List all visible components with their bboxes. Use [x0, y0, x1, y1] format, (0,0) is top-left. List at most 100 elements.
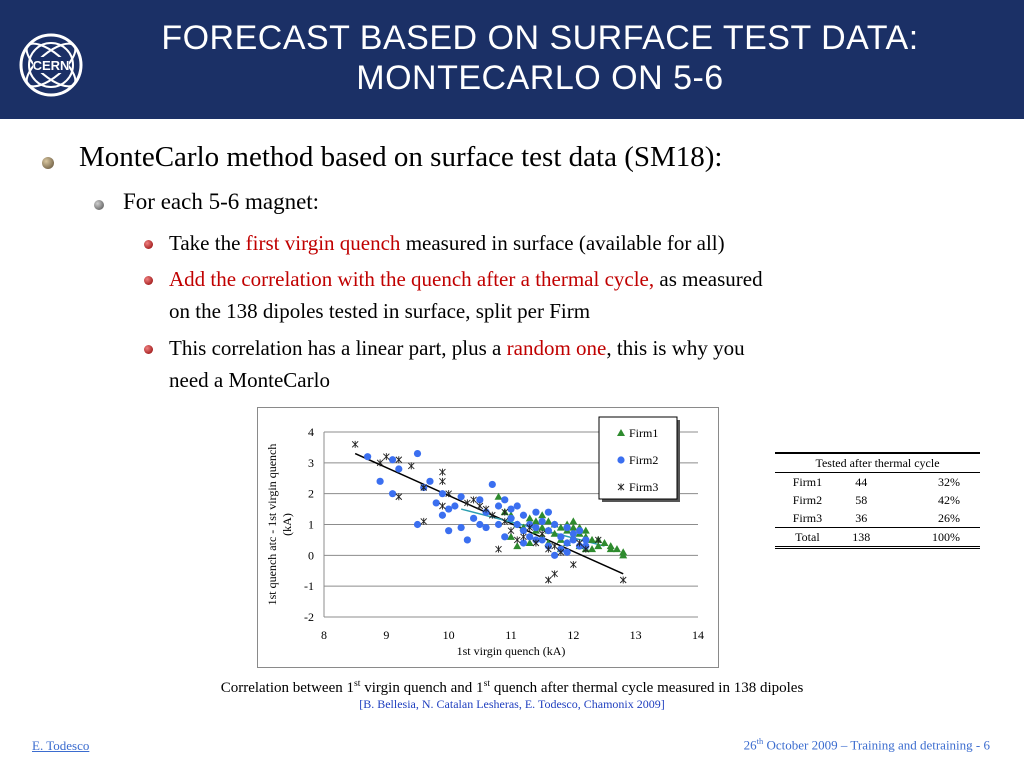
data-point-firm3 — [551, 570, 558, 578]
data-point-firm2 — [463, 536, 471, 544]
data-point-firm2 — [476, 496, 484, 504]
cern-logo-icon: CERN — [13, 27, 89, 103]
data-point-firm2 — [476, 520, 484, 529]
data-point-firm1 — [538, 523, 547, 531]
table-cell: 44 — [855, 474, 868, 489]
data-point-firm1 — [569, 517, 578, 525]
data-point-firm1 — [556, 523, 565, 531]
data-point-firm2 — [507, 514, 515, 522]
data-point-firm3 — [376, 459, 384, 467]
y-axis-label-2: (kA) — [280, 513, 294, 536]
y-tick-label: 1 — [308, 518, 314, 532]
data-point-firm1 — [600, 539, 609, 546]
data-point-firm2 — [513, 520, 521, 529]
data-point-firm2 — [551, 551, 559, 559]
chart-caption: Correlation between 1st virgin quench an… — [0, 678, 1024, 697]
data-point-firm2 — [364, 453, 372, 461]
data-point-firm3 — [476, 502, 484, 510]
data-point-firm1 — [544, 517, 553, 525]
data-point-firm3 — [439, 468, 446, 476]
data-point-firm2 — [538, 517, 546, 526]
data-point-firm3 — [513, 536, 521, 544]
data-point-firm2 — [519, 539, 528, 547]
page-title: Forecast based on surface test data: Mon… — [110, 18, 970, 98]
data-point-firm2 — [457, 523, 465, 532]
data-point-firm2 — [426, 477, 434, 485]
data-point-firm3 — [594, 536, 602, 544]
footer-sup: th — [756, 736, 764, 746]
data-point-firm1 — [550, 529, 559, 537]
table-cell: Firm3 — [792, 510, 823, 525]
data-point-firm3 — [545, 576, 552, 584]
caption-part: virgin quench and 1 — [360, 680, 484, 696]
author-link[interactable]: E. Todesco — [32, 738, 90, 753]
data-point-firm1 — [538, 511, 547, 519]
data-point-firm3 — [557, 548, 565, 556]
data-point-firm3 — [501, 508, 509, 516]
data-point-firm2 — [582, 536, 590, 544]
data-point-firm1 — [507, 532, 515, 540]
data-point-firm3 — [439, 477, 446, 485]
x-tick-label: 14 — [692, 628, 704, 642]
data-point-firm2 — [413, 520, 422, 529]
table-cell: Total — [795, 529, 820, 544]
x-tick-label: 8 — [321, 628, 327, 642]
bullet-dot-2 — [94, 200, 104, 210]
data-point-firm2 — [488, 480, 496, 489]
table-cell: 42% — [938, 492, 960, 507]
legend-box — [598, 416, 678, 500]
title-line-1: Forecast based on surface test data: — [161, 19, 919, 57]
data-point-firm3 — [464, 499, 471, 507]
data-point-firm3 — [439, 502, 446, 510]
summary-table: Tested after thermal cycle Firm1 44 32% … — [775, 452, 980, 549]
data-point-firm3 — [395, 493, 403, 501]
title-line-2: Montecarlo on 5-6 — [356, 59, 724, 97]
table-cell: 36 — [855, 510, 868, 525]
data-point-firm2 — [494, 520, 503, 529]
bullet-level3-first: Take the first virgin quench measured in… — [169, 227, 725, 259]
y-tick-label: -1 — [304, 579, 314, 593]
data-point-firm2 — [501, 496, 509, 504]
data-point-firm3 — [470, 496, 477, 504]
data-point-firm1 — [588, 545, 597, 553]
bullet-level3-third: This correlation has a linear part, plus… — [169, 332, 989, 396]
data-point-firm3 — [445, 490, 452, 498]
data-point-firm1 — [494, 492, 503, 500]
data-point-firm1 — [569, 523, 578, 531]
data-point-firm2 — [445, 527, 453, 535]
data-point-firm2 — [438, 511, 447, 519]
data-point-firm2 — [575, 527, 584, 535]
b3-pre: Take the — [169, 231, 246, 255]
y-tick-label: 3 — [308, 456, 314, 470]
data-point-firm3 — [501, 517, 509, 525]
data-point-firm3 — [526, 524, 534, 532]
bullet-level2: For each 5-6 magnet: — [123, 189, 320, 214]
b4-red: Add the correlation with the quench afte… — [169, 267, 655, 291]
data-point-firm1 — [588, 535, 597, 543]
data-point-firm3 — [532, 539, 540, 547]
data-point-firm2 — [451, 502, 459, 510]
data-point-firm1 — [594, 542, 603, 550]
y-axis-label: 1st quench atc - 1st virgin quench — [265, 444, 279, 606]
caption-part: Correlation between 1 — [220, 680, 354, 696]
table-cell: Firm1 — [792, 474, 823, 489]
data-point-firm1 — [525, 514, 534, 522]
data-point-firm2 — [388, 456, 397, 464]
footer-date: 26th October 2009 – Training and detrain… — [744, 736, 990, 753]
data-point-firm2 — [507, 505, 515, 513]
b3-red: first virgin quench — [245, 231, 401, 255]
b4-post-1: as measured — [654, 267, 763, 291]
table-cell: 26% — [938, 510, 960, 525]
x-axis-label: 1st virgin quench (kA) — [457, 644, 566, 658]
table-cell: 58 — [855, 492, 868, 507]
b5-line2: need a MonteCarlo — [169, 368, 330, 392]
data-point-firm3 — [407, 462, 415, 470]
legend-label: Firm2 — [629, 453, 658, 467]
bullet-dot-3 — [144, 240, 153, 249]
legend-label: Firm3 — [629, 480, 658, 494]
data-point-firm2 — [557, 533, 565, 541]
data-point-firm3 — [488, 511, 496, 519]
legend-marker-firm2 — [617, 456, 625, 464]
b4-post-2: on the 138 dipoles tested in surface, sp… — [169, 299, 591, 323]
